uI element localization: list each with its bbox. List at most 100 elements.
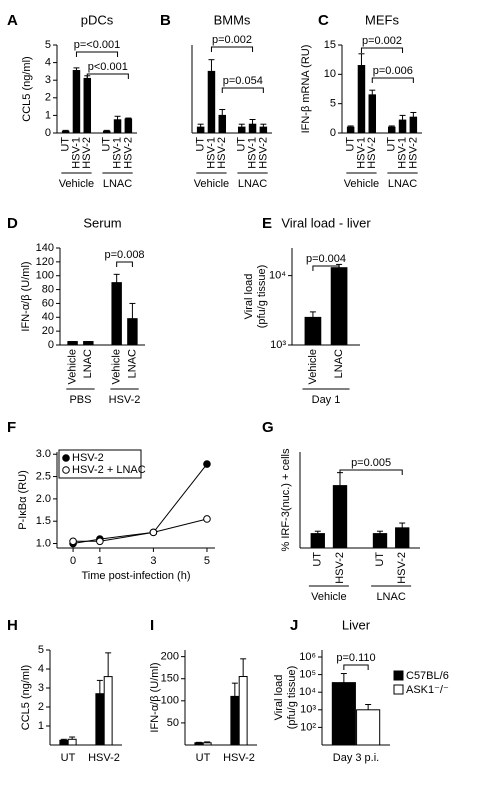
- y-tick-label: 10³: [270, 339, 286, 351]
- legend-label: ASK1⁻/⁻: [406, 684, 449, 696]
- point: [203, 460, 211, 468]
- legend-marker: [62, 466, 70, 474]
- legend-box: [58, 449, 142, 479]
- x-tick-label: HSV-2: [407, 137, 419, 169]
- y-tick-label: 10⁴: [269, 270, 286, 282]
- y-tick-label: 4: [45, 57, 51, 69]
- bar: [72, 70, 81, 134]
- panel-letter: H: [7, 617, 18, 634]
- x-tick-label: 3: [150, 555, 156, 567]
- y-axis-label: Viral load: [243, 274, 255, 320]
- panel-letter: F: [7, 419, 16, 436]
- y-axis-label: Viral load: [273, 675, 285, 721]
- bar: [111, 282, 122, 346]
- p-value: p=0.004: [306, 253, 346, 265]
- y-tick-label: 50: [167, 717, 179, 729]
- significance-bracket: [75, 51, 119, 57]
- y-tick-label: 2: [38, 701, 44, 713]
- panel-letter: E: [262, 215, 272, 232]
- x-tick-label: HSV-1: [205, 137, 217, 169]
- significance-bracket: [371, 77, 414, 83]
- bar: [59, 739, 69, 746]
- y-tick-label: 200: [161, 651, 179, 663]
- x-tick-label: HSV-1: [246, 137, 258, 169]
- x-tick-label: HSV-2: [334, 552, 346, 584]
- significance-bracket: [312, 265, 340, 271]
- y-axis-label: CCL5 (ng/ml): [21, 56, 33, 121]
- x-tick-label: UT: [236, 137, 248, 152]
- bar: [83, 341, 94, 346]
- bar: [259, 126, 268, 134]
- group-label: LNAC: [376, 591, 405, 603]
- bar: [113, 119, 122, 134]
- y-axis-label: (pfu/g tissue): [256, 265, 268, 329]
- y-tick-label: 120: [36, 256, 54, 268]
- y-tick-label: 10³: [300, 704, 316, 716]
- x-tick-label: Vehicle: [66, 349, 78, 384]
- p-value: p=0.110: [336, 652, 375, 664]
- bar: [67, 341, 78, 346]
- p-value: p=0.002: [212, 34, 252, 46]
- significance-bracket: [116, 261, 133, 267]
- x-tick-label: UT: [374, 552, 386, 567]
- y-tick-label: 1: [45, 109, 51, 121]
- group-label: LNAC: [103, 178, 132, 190]
- x-tick-label: Vehicle: [111, 349, 123, 384]
- y-tick-label: 20: [42, 325, 54, 337]
- y-tick-label: 150: [161, 673, 179, 685]
- y-tick-label: 3: [45, 74, 51, 86]
- point: [203, 515, 211, 523]
- p-value: p=0.006: [373, 65, 413, 77]
- p-value: p=<0.001: [74, 39, 121, 51]
- group-label: Vehicle: [344, 178, 379, 190]
- x-tick-label: UT: [386, 137, 398, 152]
- y-tick-label: 100: [161, 695, 179, 707]
- y-tick-label: 2.0: [36, 493, 51, 505]
- significance-bracket: [210, 46, 254, 52]
- bar: [356, 709, 381, 746]
- bar: [357, 65, 366, 134]
- group-label: Vehicle: [311, 591, 346, 603]
- x-tick-label: HSV-2: [257, 137, 269, 169]
- bar: [102, 130, 111, 134]
- x-tick-label: Vehicle: [307, 349, 319, 384]
- bar: [310, 533, 325, 549]
- y-tick-label: 3.0: [36, 448, 51, 460]
- y-axis-label: (pfu/g tissue): [286, 666, 298, 730]
- point: [69, 537, 77, 546]
- bar: [238, 676, 248, 746]
- bar: [304, 316, 322, 346]
- x-tick-label: UT: [312, 552, 324, 567]
- group-label: Day 1: [312, 394, 341, 406]
- y-axis-label: IFN-α/β (U/ml): [20, 261, 32, 331]
- x-tick-label: HSV-2: [88, 752, 120, 764]
- x-tick-label: HSV-2: [366, 137, 378, 169]
- x-tick-label: HSV-1: [355, 137, 367, 169]
- significance-bracket: [86, 73, 129, 79]
- y-tick-label: 2: [45, 92, 51, 104]
- x-tick-label: HSV-2: [81, 137, 93, 169]
- panel-title: BMMs: [214, 12, 251, 27]
- x-tick-label: HSV-1: [111, 137, 123, 169]
- y-tick-label: 0: [48, 339, 54, 351]
- y-tick-label: 10⁴: [299, 686, 316, 698]
- x-tick-label: UT: [61, 752, 76, 764]
- bar: [332, 485, 348, 549]
- p-value: p=0.008: [104, 249, 144, 261]
- bar: [230, 695, 240, 746]
- panel-letter: D: [7, 215, 18, 232]
- x-tick-label: Day 3 p.i.: [333, 752, 379, 764]
- x-tick-label: 0: [70, 555, 76, 567]
- panel-letter: B: [160, 12, 171, 29]
- group-label: LNAC: [388, 178, 417, 190]
- x-tick-label: UT: [195, 137, 207, 152]
- p-value: p=0.005: [351, 457, 391, 469]
- significance-bracket: [221, 87, 264, 93]
- x-tick-label: 1: [97, 555, 103, 567]
- bar: [124, 118, 133, 134]
- bar: [202, 742, 212, 746]
- group-label: PBS: [69, 394, 91, 406]
- y-tick-label: 100: [36, 270, 54, 282]
- panel-letter: I: [150, 617, 154, 634]
